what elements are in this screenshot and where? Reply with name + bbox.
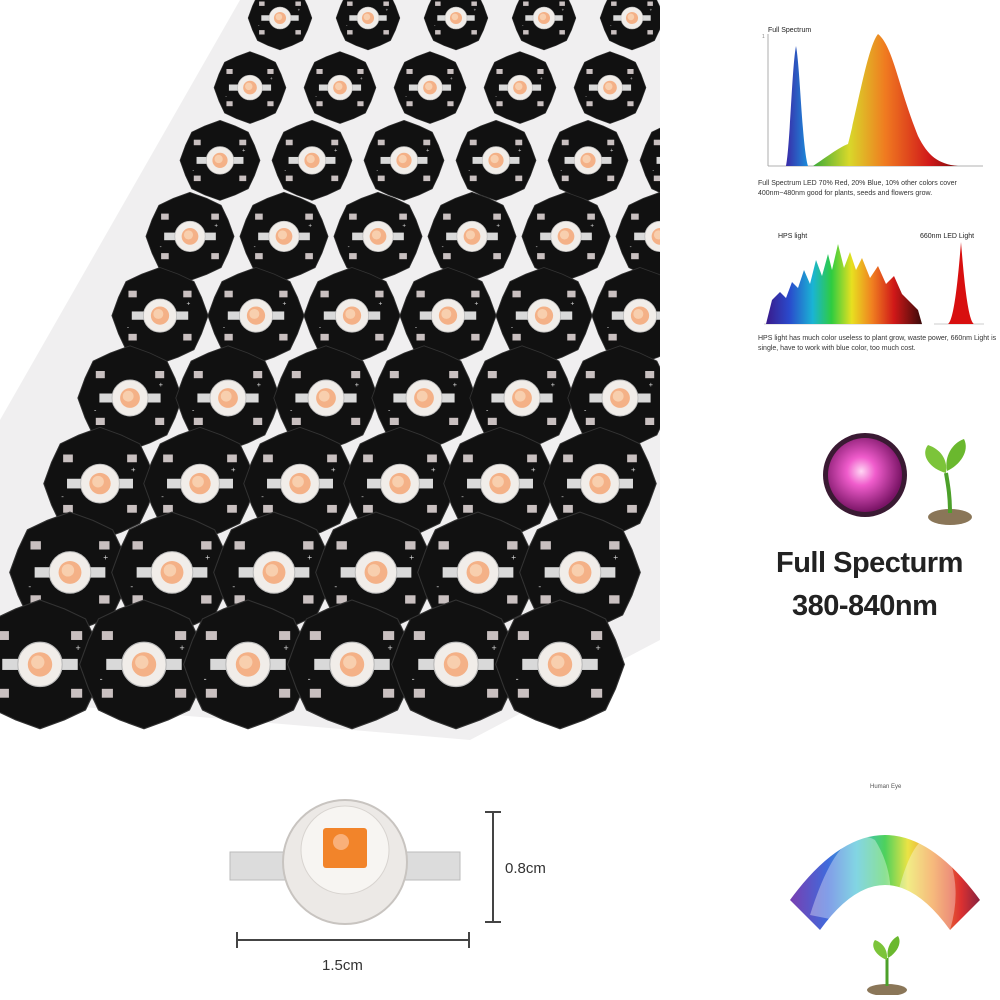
- led-star-board-array: + -: [0, 0, 660, 740]
- width-dimension-label: 1.5cm: [322, 957, 363, 974]
- led-star-board: [271, 120, 353, 201]
- led-star-board: [333, 191, 423, 281]
- led-star-board: [521, 191, 611, 281]
- led-star-board: [179, 120, 261, 201]
- hps-vs-led-chart: [764, 242, 984, 325]
- hps-label: HPS light: [778, 233, 808, 240]
- wavelength-range: 380-840nm: [792, 590, 938, 622]
- single-led-dimension-diagram: [229, 799, 501, 948]
- led-star-board: [495, 267, 593, 365]
- sprout-icon: [867, 936, 907, 995]
- led-star-board: [145, 191, 235, 281]
- led-star-board: [213, 51, 287, 124]
- led-star-board: [363, 120, 445, 201]
- led-star-board: [547, 120, 629, 201]
- spectrum-title: Full Spectrum: [768, 27, 812, 34]
- spectrum-caption: Full Spectrum LED 70% Red, 20% Blue, 10%…: [758, 180, 957, 197]
- full-spectrum-chart: 1: [762, 34, 983, 167]
- human-eye-label: Human Eye: [870, 784, 902, 790]
- svg-text:1: 1: [762, 34, 765, 40]
- full-spectrum-badge-graphic: [823, 433, 972, 525]
- led-star-board: [573, 51, 647, 124]
- par-eye-sensitivity-chart: [790, 835, 980, 995]
- led-star-board: [303, 51, 377, 124]
- comparison-caption: HPS light has much color useless to plan…: [758, 335, 997, 352]
- led-star-board: [495, 599, 625, 730]
- height-dimension-label: 0.8cm: [505, 860, 546, 877]
- led-660nm-label: 660nm LED Light: [920, 233, 975, 240]
- sprout-icon: [925, 439, 972, 525]
- led-star-board: [393, 51, 467, 124]
- full-spectrum-title: Full Specturm: [776, 547, 963, 579]
- led-star-board: [483, 51, 557, 124]
- led-star-board: [239, 191, 329, 281]
- led-star-board: [455, 120, 537, 201]
- led-star-board: [427, 191, 517, 281]
